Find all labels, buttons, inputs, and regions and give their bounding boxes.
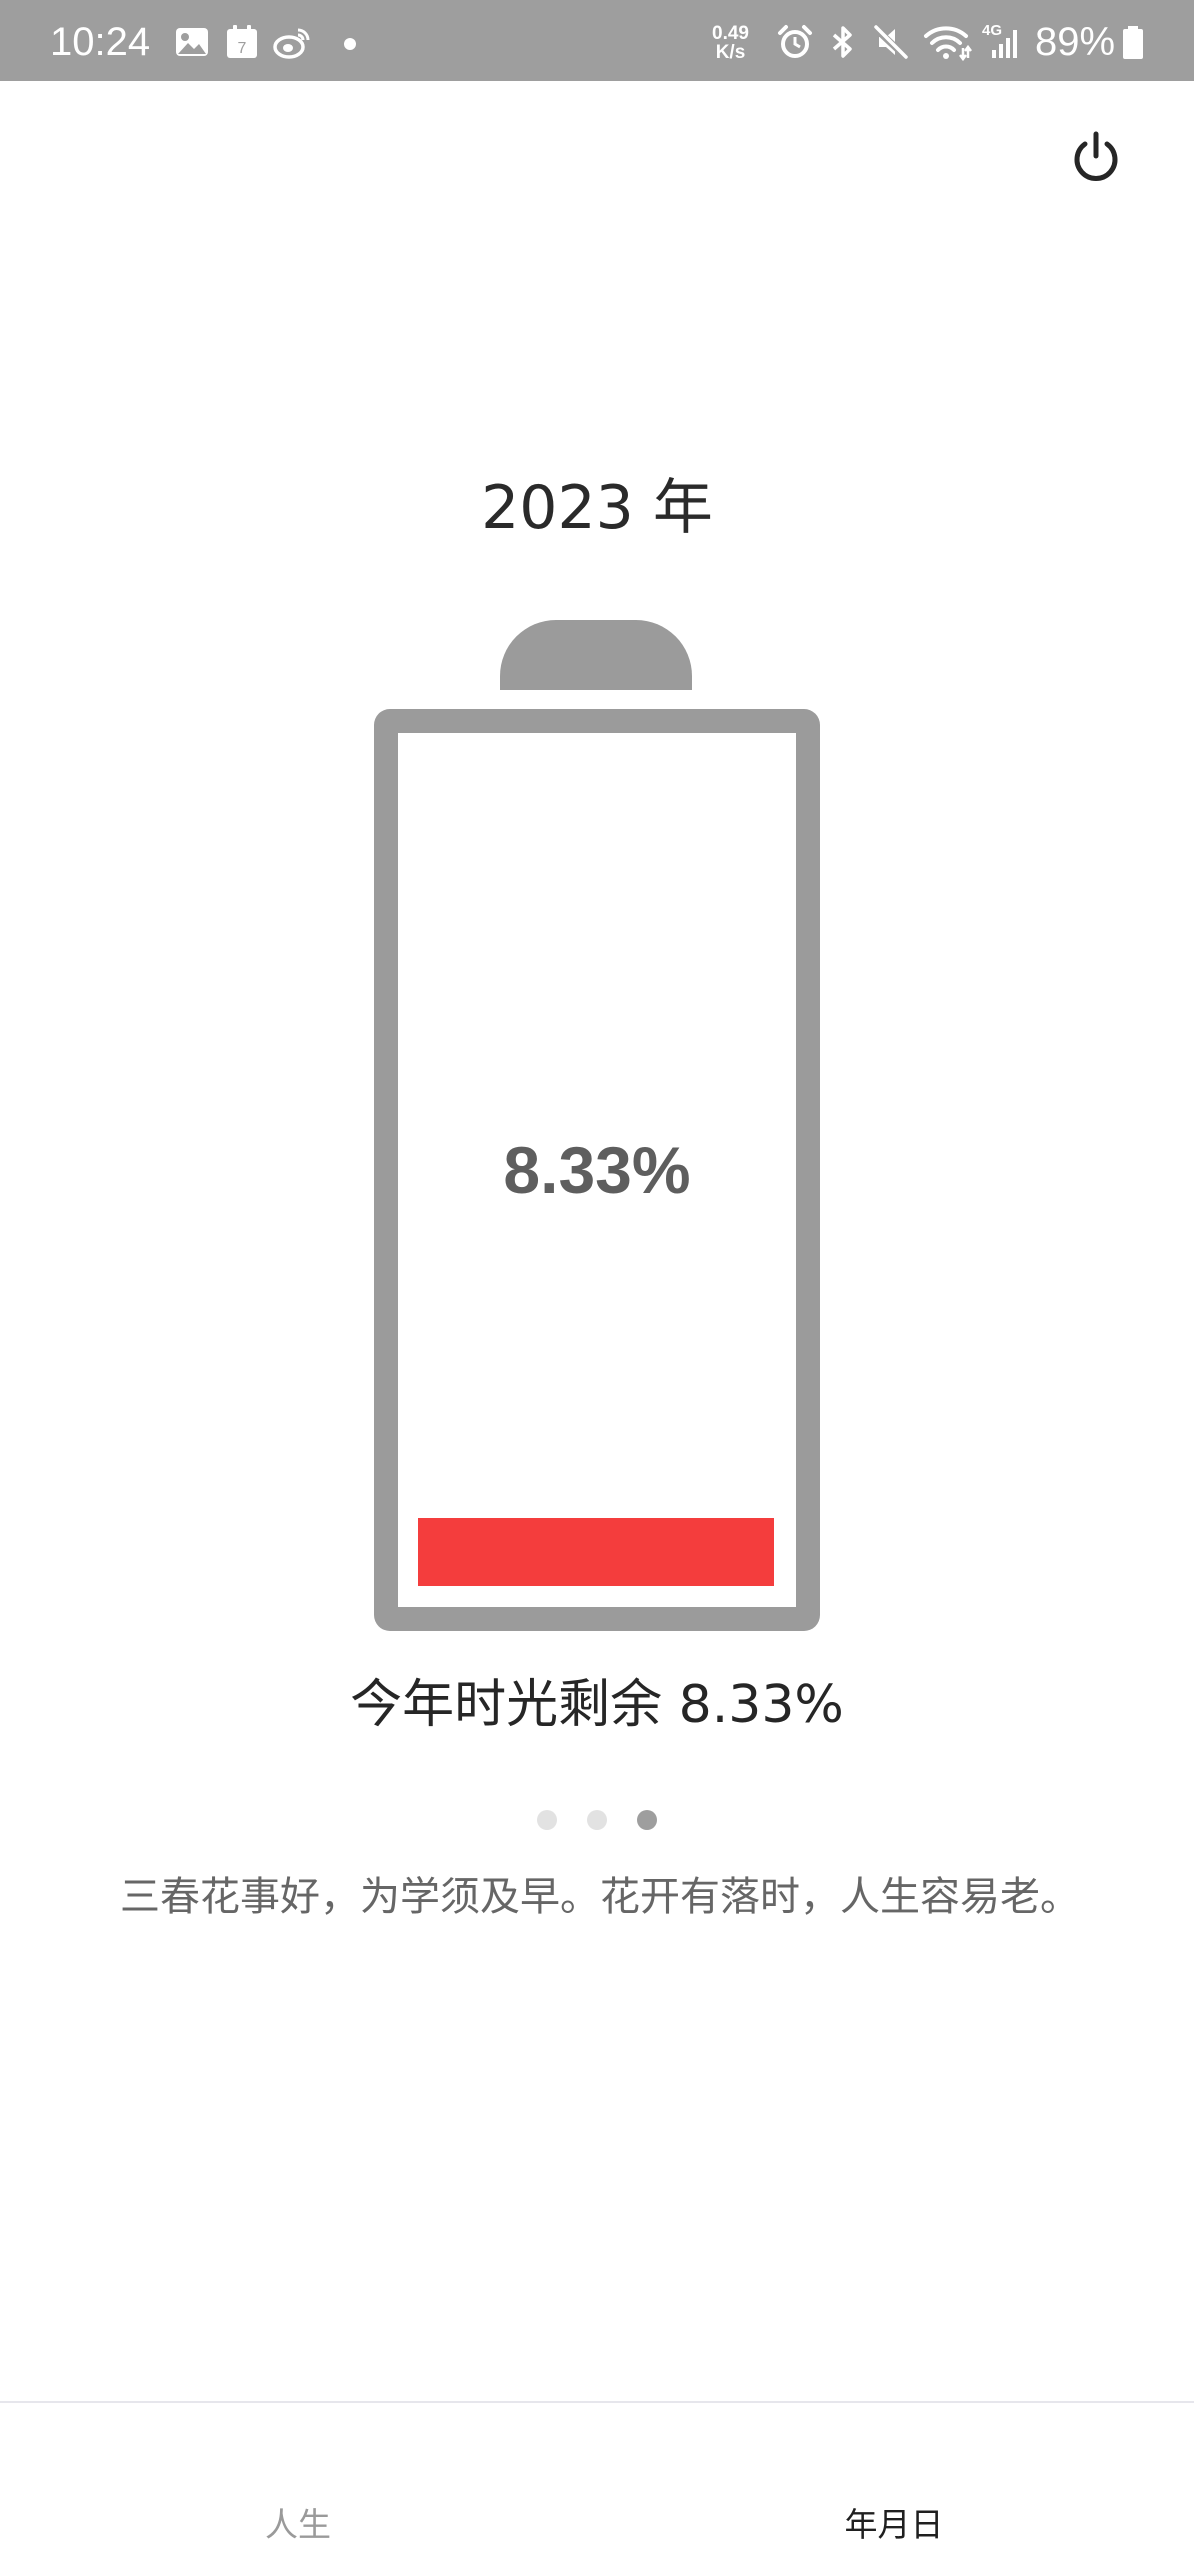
net-type: 4G	[982, 22, 1003, 39]
status-time: 10:24	[50, 20, 151, 64]
dot-icon	[344, 38, 356, 50]
power-button[interactable]	[1066, 128, 1126, 188]
bluetooth-icon	[832, 26, 852, 58]
battery-body	[374, 709, 820, 1631]
weibo-icon	[273, 28, 310, 59]
power-icon	[1074, 131, 1118, 181]
mute-icon	[872, 25, 910, 61]
battery-percent-label: 8.33%	[503, 1133, 691, 1207]
year-title: 2023 年	[481, 473, 713, 543]
tab-life[interactable]: 人生	[265, 2505, 331, 2544]
wifi-icon	[924, 26, 972, 62]
status-battery-percent: 89%	[1035, 20, 1116, 64]
page-dot[interactable]	[537, 1810, 557, 1830]
net-speed-value: 0.49	[712, 23, 749, 44]
gallery-icon	[176, 28, 208, 56]
battery-fill	[418, 1518, 774, 1586]
battery-icon	[1123, 26, 1143, 59]
status-bar: 10:24 7 0.49 K/s	[0, 0, 1194, 81]
bottom-nav: 人生 年月日	[0, 2401, 1194, 2560]
net-speed-unit: K/s	[715, 42, 746, 63]
battery-track	[418, 760, 774, 1586]
net-speed: 0.49 K/s	[712, 24, 749, 62]
page-dot[interactable]	[587, 1810, 607, 1830]
alarm-icon	[778, 25, 812, 58]
page-dot[interactable]	[637, 1810, 657, 1830]
quote-text: 三春花事好，为学须及早。花开有落时，人生容易老。	[120, 1874, 1080, 1920]
tab-year-month-day[interactable]: 年月日	[844, 2505, 944, 2544]
battery-cap	[500, 620, 692, 690]
remaining-text: 今年时光剩余 8.33%	[350, 1675, 844, 1735]
signal-icon	[992, 30, 1017, 58]
page-indicator	[0, 1810, 1194, 1830]
calendar-day: 7	[238, 40, 247, 57]
calendar-icon: 7	[227, 25, 257, 58]
